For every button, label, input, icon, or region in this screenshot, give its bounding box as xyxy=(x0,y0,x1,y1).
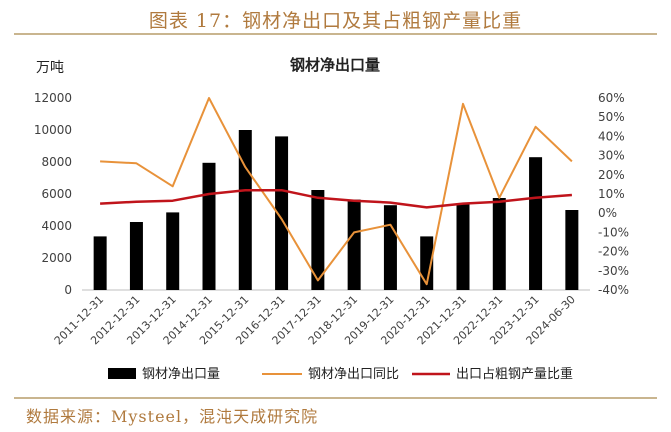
chart-title: 钢材净出口量 xyxy=(290,56,380,74)
bar xyxy=(202,162,216,290)
bar xyxy=(129,222,143,290)
bar xyxy=(492,198,506,290)
legend-label-share: 出口占粗钢产量比重 xyxy=(456,366,573,382)
bar xyxy=(456,204,470,290)
left-tick-label: 6000 xyxy=(41,187,72,201)
bar xyxy=(238,130,252,290)
bar xyxy=(311,190,325,290)
legend-swatch-bar xyxy=(108,368,136,379)
right-tick-label: -30% xyxy=(598,264,629,278)
left-tick-label: 12000 xyxy=(34,91,72,105)
source-note: 数据来源：Mysteel，混沌天成研究院 xyxy=(26,407,319,426)
bar xyxy=(275,136,289,290)
right-tick-label: -40% xyxy=(598,283,629,297)
right-tick-label: 20% xyxy=(598,168,625,182)
footer-divider xyxy=(14,397,657,399)
legend-label-yoy: 钢材净出口同比 xyxy=(308,367,399,382)
bar xyxy=(93,236,107,290)
bar xyxy=(565,210,579,290)
legend-label-bar: 钢材净出口量 xyxy=(142,367,220,382)
yoy-line xyxy=(100,97,573,286)
left-tick-label: 10000 xyxy=(34,123,72,137)
bar xyxy=(529,157,543,290)
right-tick-label: 50% xyxy=(598,110,625,124)
right-tick-label: 0% xyxy=(598,206,617,220)
left-tick-label: 0 xyxy=(64,283,72,297)
left-tick-label: 4000 xyxy=(41,219,72,233)
left-axis-unit: 万吨 xyxy=(36,60,64,76)
share-line xyxy=(100,188,572,209)
right-tick-label: -20% xyxy=(598,245,629,259)
title-divider xyxy=(14,33,657,35)
bar xyxy=(420,236,434,290)
left-tick-label: 8000 xyxy=(41,155,72,169)
figure-title: 图表 17：钢材净出口及其占粗钢产量比重 xyxy=(148,10,523,32)
right-tick-label: 10% xyxy=(598,187,625,201)
bar xyxy=(347,199,361,290)
bar xyxy=(383,205,397,290)
chart: 钢材净出口量 万吨 0 2000 4000 6000 8000 10000 12000 -40… xyxy=(34,56,629,382)
left-tick-label: 2000 xyxy=(41,251,72,265)
right-tick-label: -10% xyxy=(598,225,629,239)
right-tick-label: 60% xyxy=(598,91,625,105)
bar xyxy=(166,212,180,290)
right-tick-label: 30% xyxy=(598,149,625,163)
right-tick-label: 40% xyxy=(598,129,625,143)
